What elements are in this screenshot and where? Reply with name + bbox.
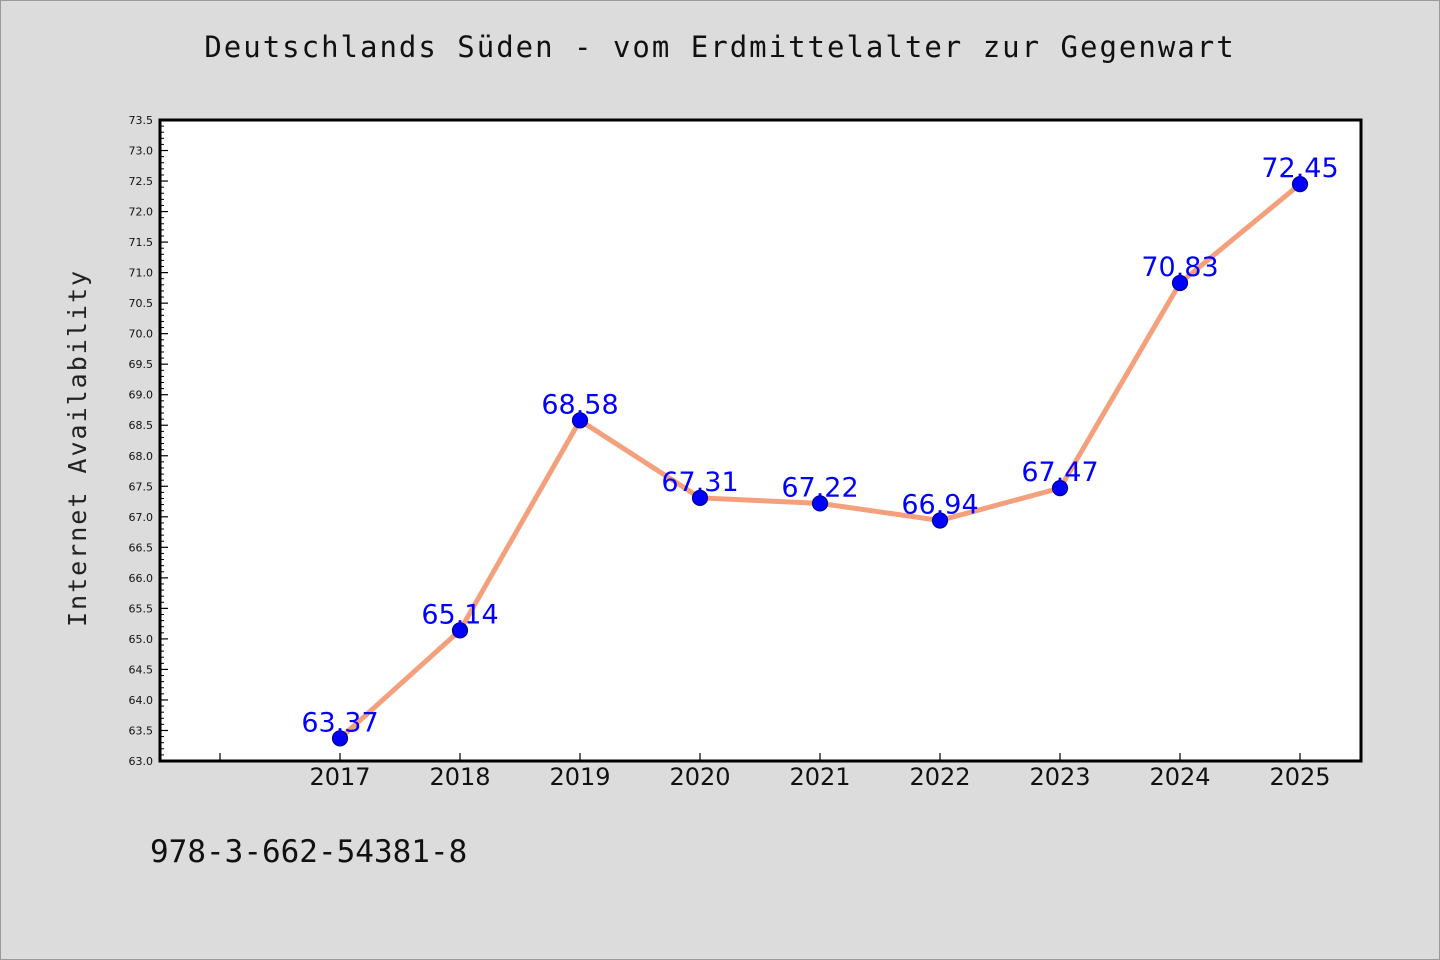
data-label: 63.37 xyxy=(301,707,378,738)
y-tick-label: 70.0 xyxy=(129,328,154,341)
data-label: 65.14 xyxy=(421,599,498,630)
y-tick-label: 68.5 xyxy=(129,419,154,432)
y-tick-label: 73.5 xyxy=(129,114,154,127)
data-label: 70.83 xyxy=(1141,252,1218,283)
y-tick-label: 67.5 xyxy=(129,480,154,493)
y-axis-label: Internet Availability xyxy=(63,269,92,627)
data-point xyxy=(691,489,709,506)
y-tick-label: 68.0 xyxy=(129,450,154,463)
isbn-text: 978-3-662-54381-8 xyxy=(150,834,468,870)
data-point xyxy=(571,412,589,429)
y-tick-label: 64.0 xyxy=(129,694,154,707)
y-tick-label: 72.0 xyxy=(129,206,154,219)
y-tick-label: 70.5 xyxy=(129,297,154,310)
x-tick-label: 2024 xyxy=(1149,763,1210,791)
y-tick-label: 69.5 xyxy=(129,358,154,371)
data-point xyxy=(811,495,829,512)
x-tick-label: 2021 xyxy=(789,763,850,791)
data-point xyxy=(931,512,949,529)
y-tick-label: 65.5 xyxy=(129,602,154,615)
plot-area xyxy=(158,118,1363,763)
data-label: 72.45 xyxy=(1261,153,1338,184)
y-tick-label: 71.5 xyxy=(129,236,154,249)
data-point xyxy=(1291,176,1309,193)
data-point xyxy=(331,730,349,747)
y-tick-label: 73.0 xyxy=(129,145,154,158)
y-tick-label: 64.5 xyxy=(129,663,154,676)
x-tick-label: 2023 xyxy=(1029,763,1090,791)
data-label: 66.94 xyxy=(901,489,978,520)
y-tick-label: 63.0 xyxy=(129,755,154,768)
y-tick-label: 71.0 xyxy=(129,267,154,280)
y-tick-label: 67.0 xyxy=(129,511,154,524)
y-tick-label: 66.5 xyxy=(129,541,154,554)
x-tick-label: 2025 xyxy=(1269,763,1330,791)
y-tick-label: 69.0 xyxy=(129,389,154,402)
chart-title: Deutschlands Süden - vom Erdmittelalter … xyxy=(204,30,1236,64)
data-label: 67.22 xyxy=(781,472,858,503)
data-label: 67.47 xyxy=(1021,457,1098,488)
x-tick-label: 2018 xyxy=(429,763,490,791)
y-tick-label: 72.5 xyxy=(129,175,154,188)
data-point xyxy=(1171,274,1189,292)
data-point xyxy=(1051,480,1069,497)
x-tick-label: 2022 xyxy=(909,763,970,791)
y-tick-label: 66.0 xyxy=(129,572,154,585)
y-tick-label: 65.0 xyxy=(129,633,154,646)
data-label: 67.31 xyxy=(661,467,738,498)
x-tick-label: 2019 xyxy=(549,763,610,791)
data-label: 68.58 xyxy=(541,389,618,420)
data-point xyxy=(451,622,469,639)
x-tick-label: 2020 xyxy=(669,763,730,791)
y-tick-label: 63.5 xyxy=(129,724,154,737)
x-tick-label: 2017 xyxy=(309,763,370,791)
